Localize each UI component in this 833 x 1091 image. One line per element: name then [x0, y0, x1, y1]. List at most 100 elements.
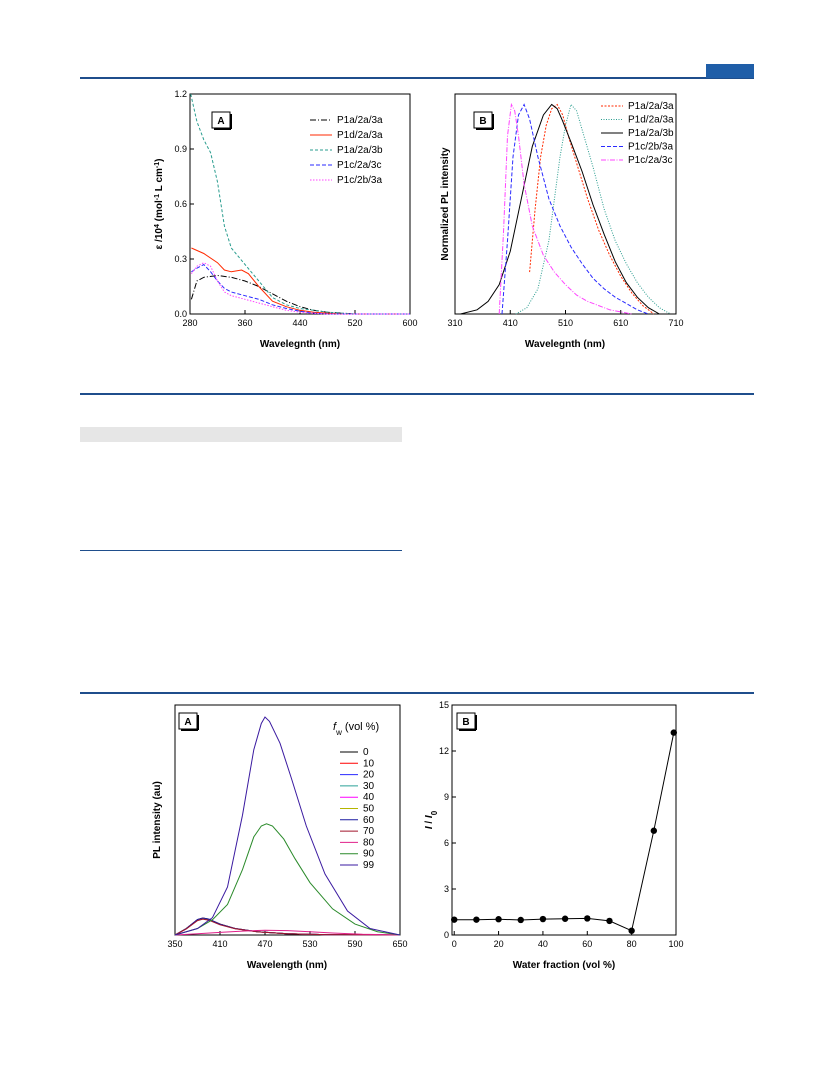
figure1-bottom-rule: [80, 393, 754, 395]
legend-label: 99: [363, 860, 375, 871]
legend-label: 40: [363, 792, 375, 803]
legend-label: 20: [363, 770, 375, 781]
legend-label: 50: [363, 804, 375, 815]
series-line-P1c-2a-3c: [498, 102, 632, 315]
y-tick-label: 15: [439, 700, 449, 710]
x-axis-label: Wavelegnth (nm): [525, 339, 605, 350]
x-axis-label: Water fraction (vol %): [513, 960, 615, 970]
legend-label: P1c/2a/3c: [628, 155, 672, 166]
ratio-line: [454, 732, 675, 932]
series-line-P1c-2b-3a: [190, 262, 410, 315]
y-tick-label: 0: [444, 930, 449, 940]
x-tick-label: 610: [613, 318, 628, 328]
data-point: [495, 916, 502, 923]
panel-label-box: B: [456, 712, 477, 731]
legend-label: P1d/2a/3a: [337, 130, 383, 141]
y-tick-label: 0.3: [174, 254, 187, 264]
legend-label: P1a/2a/3a: [337, 115, 383, 126]
legend-label: 10: [363, 758, 375, 769]
panel-label: B: [462, 717, 469, 728]
legend-label: P1c/2a/3c: [337, 160, 381, 171]
y-tick-label: 9: [444, 792, 449, 802]
y-axis-label: Normalized PL intensity: [440, 147, 451, 261]
legend-label: P1a/2a/3b: [628, 128, 674, 139]
series-line-P1d-2a-3a: [515, 103, 671, 315]
x-tick-label: 510: [558, 318, 573, 328]
x-axis-label: Wavelength (nm): [247, 960, 327, 970]
legend-label: P1a/2a/3b: [337, 145, 383, 156]
y-tick-label: 0.0: [174, 309, 187, 319]
data-point: [517, 916, 524, 924]
series-line-99: [174, 716, 401, 936]
x-axis-label: Wavelegnth (nm): [260, 339, 340, 350]
y-tick-label: 3: [444, 884, 449, 894]
x-tick-label: 0: [452, 939, 457, 949]
x-tick-label: 310: [447, 318, 462, 328]
table-header-bar: [80, 427, 402, 442]
data-point: [473, 916, 480, 923]
data-point: [650, 827, 658, 834]
figure2-top-rule: [80, 692, 754, 694]
x-tick-label: 470: [257, 939, 272, 949]
figure2-panel-b-intensity-ratio-chart: 0 20 40 60 80 100 0 3 6 9 12 15 B Water fraction (v…: [424, 700, 684, 970]
plot-frame: [174, 704, 401, 936]
data-point: [539, 915, 547, 923]
legend-label: P1a/2a/3a: [628, 101, 674, 112]
section-rule: [80, 550, 402, 551]
x-tick-label: 650: [392, 939, 407, 949]
y-tick-label: 6: [444, 838, 449, 848]
y-axis-label: I / I0: [424, 810, 439, 829]
legend-label: 30: [363, 781, 375, 792]
x-tick-label: 20: [494, 939, 504, 949]
series-line-80: [174, 929, 401, 936]
series-line-P1a-2a-3a: [529, 103, 655, 315]
legend-label: 90: [363, 849, 375, 860]
legend-label: 0: [363, 747, 369, 758]
y-axis-label: ε /104 (mol-1 L cm-1): [154, 159, 166, 250]
x-tick-label: 360: [237, 318, 252, 328]
legend-label: 60: [363, 815, 375, 826]
series-line-P1a-2a-3b: [460, 103, 660, 315]
series-line-P1c-2a-3c: [191, 263, 410, 315]
legend-title: fw (vol %): [333, 721, 379, 737]
panel-label-box: A: [178, 712, 199, 731]
x-tick-label: 410: [212, 939, 227, 949]
data-point: [606, 917, 613, 925]
panel-label: A: [184, 717, 191, 728]
legend-label: P1d/2a/3a: [628, 115, 674, 126]
y-tick-label: 0.9: [174, 144, 187, 154]
panel-label: B: [479, 116, 486, 127]
y-tick-label: 1.2: [174, 89, 187, 99]
data-point: [628, 927, 635, 934]
panel-label-box: A: [211, 111, 232, 130]
series-line-90: [174, 823, 401, 936]
panel-label: A: [217, 116, 224, 127]
y-tick-label: 12: [439, 746, 449, 756]
x-tick-label: 350: [167, 939, 182, 949]
x-tick-label: 710: [668, 318, 683, 328]
panel-label-box: B: [473, 111, 494, 130]
x-tick-label: 440: [292, 318, 307, 328]
data-point: [451, 916, 458, 923]
y-axis-label: PL intensity (au): [152, 781, 163, 859]
figure2-panel-a-pl-chart: 350 410 470 530 590 650 A fw (vol %) 01020304…: [152, 704, 408, 970]
data-point: [584, 915, 591, 922]
legend-label: P1c/2b/3a: [628, 142, 673, 153]
header-rule: [80, 77, 754, 79]
x-tick-label: 280: [182, 318, 197, 328]
plot-frame: [451, 704, 677, 936]
series-line-P1d-2a-3a: [191, 247, 410, 315]
data-point: [670, 729, 677, 736]
x-tick-label: 600: [402, 318, 417, 328]
y-tick-label: 0.6: [174, 199, 187, 209]
x-tick-label: 100: [668, 939, 683, 949]
legend-label: P1c/2b/3a: [337, 175, 382, 186]
data-point: [561, 915, 569, 922]
x-tick-label: 40: [538, 939, 548, 949]
x-tick-label: 590: [347, 939, 362, 949]
x-tick-label: 520: [347, 318, 362, 328]
legend-label: 80: [363, 837, 375, 848]
x-tick-label: 80: [627, 939, 637, 949]
series-line-70: [174, 918, 401, 936]
